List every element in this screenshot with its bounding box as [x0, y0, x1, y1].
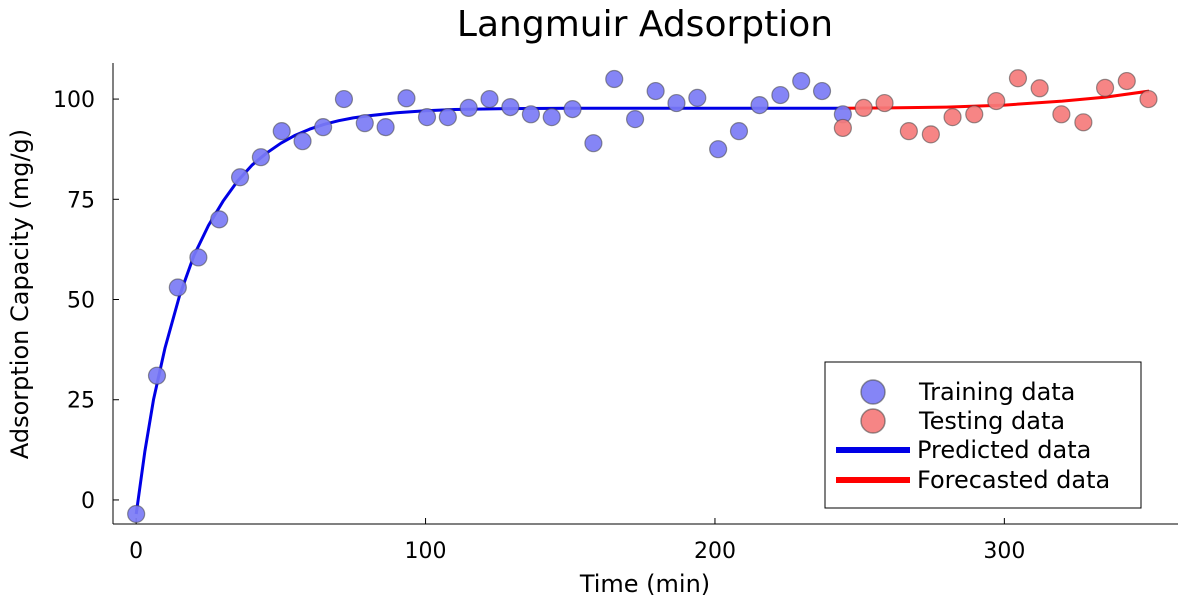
training-point: [729, 122, 749, 141]
testing-point: [875, 93, 894, 113]
training-point: [168, 278, 187, 297]
training-point: [480, 89, 499, 109]
x-tick-label: 0: [129, 539, 143, 564]
y-tick-label: 50: [67, 289, 95, 314]
training-point: [646, 81, 665, 101]
x-axis-label: Time (min): [579, 570, 710, 598]
testing-point: [1052, 105, 1071, 124]
legend-label-testing: Testing data: [918, 407, 1065, 435]
training-point: [750, 95, 769, 115]
testing-point: [854, 98, 873, 117]
training-point: [417, 108, 437, 127]
testing-point: [921, 125, 940, 144]
training-point: [230, 168, 250, 187]
y-axis-label: Adsorption Capacity (mg/g): [6, 129, 34, 459]
training-point: [355, 114, 374, 133]
legend-label-forecasted: Forecasted data: [917, 466, 1110, 494]
training-point: [563, 99, 582, 119]
training-point: [397, 89, 416, 108]
training-point: [812, 81, 832, 101]
chart-title: Langmuir Adsorption: [457, 4, 833, 45]
testing-point: [1008, 69, 1028, 88]
training-point: [376, 118, 395, 137]
testing-point: [965, 105, 984, 124]
legend: Training data Testing data Predicted dat…: [824, 361, 1142, 509]
training-point: [501, 97, 520, 117]
training-point: [210, 210, 229, 229]
training-point: [459, 98, 478, 117]
x-ticks: 0 100 200 300: [129, 518, 1025, 564]
testing-point: [1139, 89, 1158, 109]
y-ticks: 0 25 50 75 100: [53, 88, 119, 514]
training-point: [771, 85, 790, 105]
training-point: [251, 148, 270, 167]
training-point: [667, 93, 686, 113]
training-point: [792, 71, 811, 91]
x-tick-label: 200: [694, 539, 736, 564]
training-point: [625, 110, 645, 129]
legend-label-predicted: Predicted data: [917, 436, 1091, 464]
training-point: [709, 140, 728, 159]
training-point: [272, 122, 291, 141]
training-point: [189, 248, 208, 267]
y-tick-label: 100: [53, 88, 95, 113]
x-tick-label: 300: [983, 539, 1025, 564]
legend-label-training: Training data: [918, 378, 1075, 406]
training-point: [334, 89, 354, 109]
legend-marker-training: [860, 379, 886, 405]
testing-point: [899, 122, 918, 141]
training-point: [293, 132, 312, 151]
testing-point: [1030, 79, 1049, 98]
x-tick-label: 100: [405, 539, 447, 564]
plot-area: 0 100 200 300 0 25 50 75 100: [53, 63, 1178, 564]
training-point: [688, 88, 707, 107]
y-tick-label: 75: [67, 188, 95, 213]
testing-point: [1074, 113, 1093, 132]
training-point: [521, 105, 540, 124]
training-point: [438, 108, 457, 127]
training-point: [584, 134, 603, 153]
y-tick-label: 0: [81, 489, 95, 514]
training-point: [542, 108, 561, 127]
training-point: [147, 366, 167, 385]
testing-point: [1095, 78, 1115, 97]
testing-point: [833, 118, 852, 138]
testing-point: [943, 108, 962, 127]
training-point: [314, 118, 333, 137]
y-tick-label: 25: [67, 389, 95, 414]
training-point: [605, 69, 624, 89]
testing-point: [987, 91, 1006, 111]
training-point: [127, 504, 146, 524]
testing-point: [1117, 71, 1136, 91]
legend-marker-testing: [860, 408, 886, 434]
series-points: [127, 69, 1158, 524]
